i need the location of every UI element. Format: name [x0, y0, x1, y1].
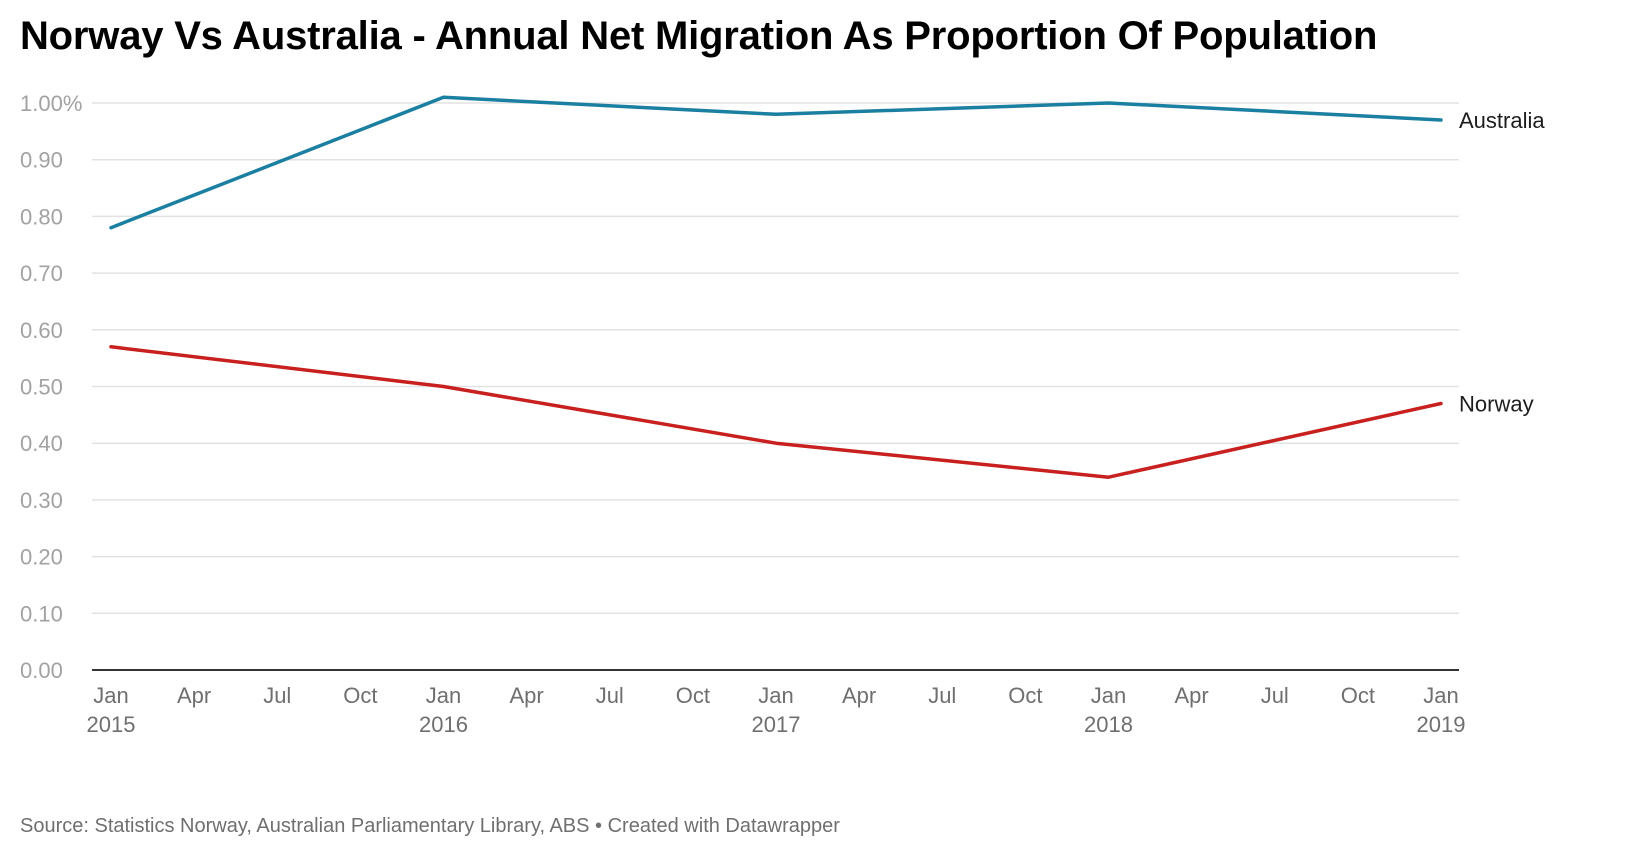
y-tick-label: 0.20 — [20, 545, 63, 570]
chart-title: Norway Vs Australia - Annual Net Migrati… — [20, 14, 1378, 58]
y-tick-label: 0.40 — [20, 431, 63, 456]
y-tick-label: 0.80 — [20, 204, 63, 229]
y-tick-label: 0.70 — [20, 261, 63, 286]
series-lines — [109, 95, 1443, 479]
x-tick-year-label: 2017 — [752, 712, 801, 737]
gridlines — [92, 102, 1459, 615]
y-tick-label: 0.90 — [20, 148, 63, 173]
x-tick-label: Oct — [343, 683, 377, 708]
x-tick-year-label: 2018 — [1084, 712, 1133, 737]
x-tick-label: Oct — [676, 683, 710, 708]
x-tick-label: Apr — [177, 683, 211, 708]
x-tick-label: Jul — [596, 683, 624, 708]
x-tick-label: Oct — [1341, 683, 1375, 708]
x-tick-label: Jul — [263, 683, 291, 708]
x-tick-year-label: 2016 — [419, 712, 468, 737]
series-line-australia — [109, 95, 1443, 230]
x-tick-year-label: 2019 — [1417, 712, 1466, 737]
x-tick-label: Jan — [93, 683, 128, 708]
x-tick-label: Oct — [1008, 683, 1042, 708]
source-note: Source: Statistics Norway, Australian Pa… — [20, 815, 840, 837]
x-tick-label: Jan — [758, 683, 793, 708]
y-axis-ticks: 0.00 0.10 0.20 0.30 0.40 0.50 0.60 0.70 0.80 0.90… — [20, 91, 82, 683]
series-line-norway — [109, 345, 1443, 479]
x-tick-label: Apr — [510, 683, 544, 708]
x-tick-label: Jul — [928, 683, 956, 708]
y-tick-label: 0.00 — [20, 658, 63, 683]
x-axis-ticks: Jan 2015 Apr Jul Oct Jan 2016 Apr Jul Oct Jan 2017 A… — [87, 683, 1466, 737]
x-tick-label: Jan — [1423, 683, 1458, 708]
y-tick-label: 1.00% — [20, 91, 82, 116]
series-labels: Australia Norway — [1459, 108, 1545, 417]
series-label-norway: Norway — [1459, 392, 1534, 417]
y-tick-label: 0.50 — [20, 375, 63, 400]
series-label-australia: Australia — [1459, 108, 1545, 133]
y-tick-label: 0.30 — [20, 488, 63, 513]
x-tick-label: Apr — [842, 683, 876, 708]
x-tick-label: Jul — [1261, 683, 1289, 708]
x-tick-label: Jan — [1091, 683, 1126, 708]
x-tick-label: Apr — [1175, 683, 1209, 708]
x-tick-label: Jan — [426, 683, 461, 708]
y-tick-label: 0.10 — [20, 601, 63, 626]
x-tick-year-label: 2015 — [87, 712, 136, 737]
y-tick-label: 0.60 — [20, 318, 63, 343]
